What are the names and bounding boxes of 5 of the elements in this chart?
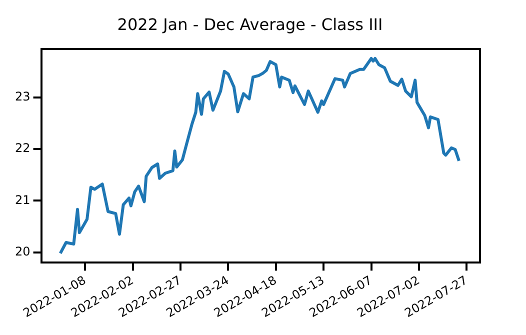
- y-tick-label: 21: [14, 192, 30, 207]
- y-tick-label: 20: [14, 244, 30, 258]
- y-tick-label: 23: [14, 89, 30, 104]
- y-tick-label: 22: [14, 141, 30, 156]
- chart-title: 2022 Jan - Dec Average - Class III: [117, 14, 383, 34]
